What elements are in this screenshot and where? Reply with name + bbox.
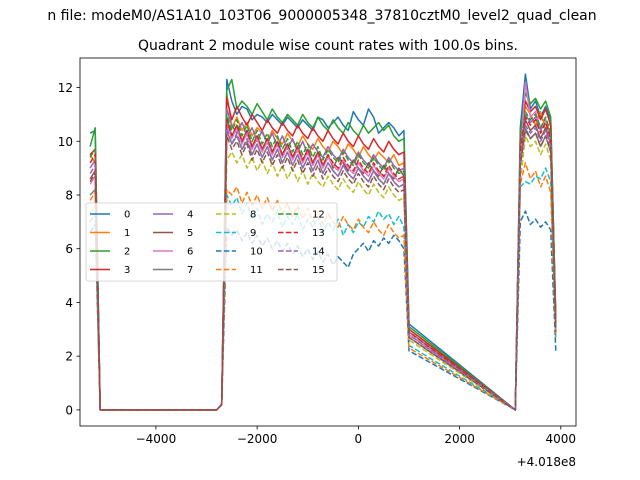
- legend-label-15: 15: [312, 265, 325, 276]
- y-tick-label: 12: [58, 81, 73, 95]
- legend-label-0: 0: [124, 210, 130, 221]
- y-tick-label: 0: [65, 403, 73, 417]
- y-tick-label: 8: [65, 188, 73, 202]
- legend-label-7: 7: [187, 265, 193, 276]
- chart-title: Quadrant 2 module wise count rates with …: [138, 38, 518, 54]
- legend-label-12: 12: [312, 210, 325, 221]
- figure-suptitle: n file: modeM0/AS1A10_103T06_9000005348_…: [47, 8, 596, 24]
- legend-label-8: 8: [250, 210, 256, 221]
- y-tick-label: 2: [65, 350, 73, 364]
- legend-label-6: 6: [187, 247, 193, 258]
- series-line-15: [89, 129, 557, 411]
- legend-frame: [85, 202, 338, 282]
- plot-frame: [79, 57, 577, 427]
- legend-label-2: 2: [124, 247, 130, 258]
- y-axis: 0 2 4 6 8 10 12: [58, 81, 80, 417]
- legend-label-10: 10: [250, 247, 263, 258]
- x-tick-label: −2000: [237, 432, 278, 446]
- y-tick-label: 4: [65, 296, 73, 310]
- y-tick-label: 6: [65, 242, 73, 256]
- x-axis-offset-label: +4.018e8: [517, 455, 576, 469]
- x-tick-label: 0: [355, 432, 363, 446]
- x-tick-label: −4000: [136, 432, 177, 446]
- x-tick-label: 2000: [444, 432, 475, 446]
- x-tick-label: 4000: [546, 432, 577, 446]
- legend-label-4: 4: [187, 210, 193, 221]
- x-axis: −4000 −2000 0 2000 4000: [136, 426, 576, 446]
- legend-label-11: 11: [250, 265, 263, 276]
- legend-label-13: 13: [312, 228, 325, 239]
- legend-label-5: 5: [187, 228, 193, 239]
- legend-label-14: 14: [312, 247, 325, 258]
- series-line-11: [89, 162, 557, 411]
- y-tick-label: 10: [58, 135, 73, 149]
- legend-label-9: 9: [250, 228, 256, 239]
- legend-label-1: 1: [124, 228, 130, 239]
- series-line-14: [89, 124, 557, 411]
- legend-label-3: 3: [124, 265, 130, 276]
